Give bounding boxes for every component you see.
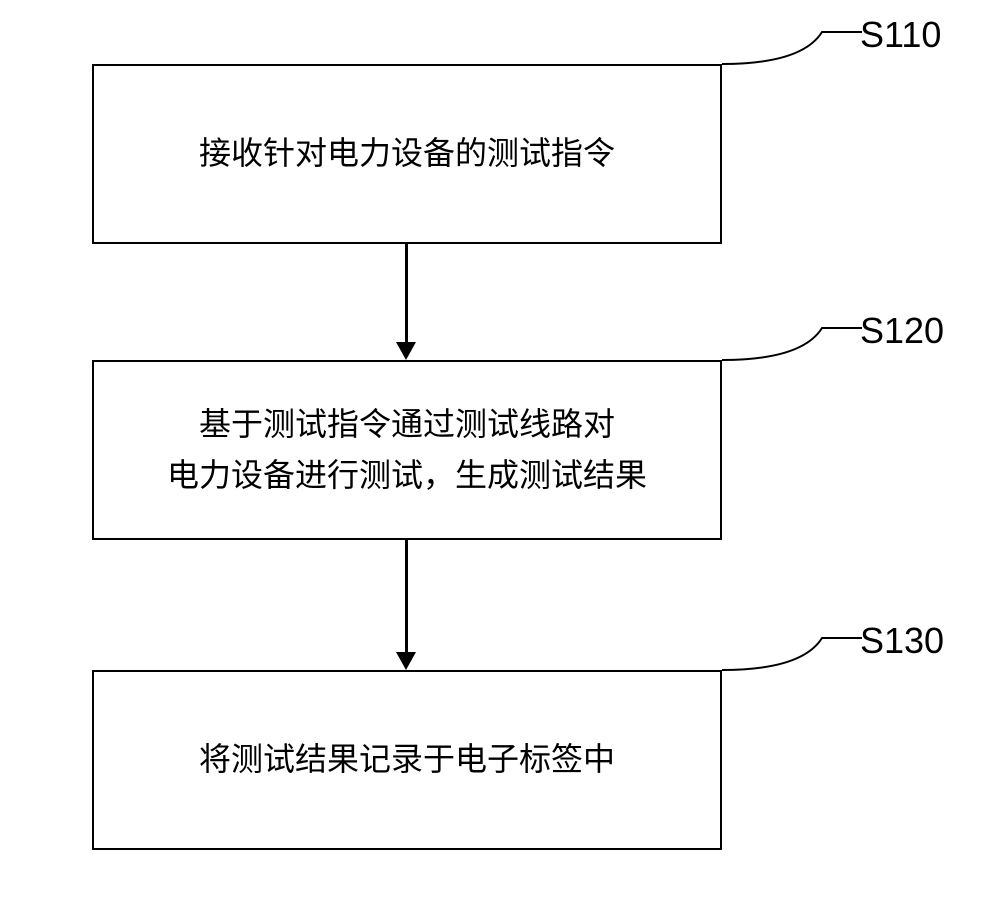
node-s130-text: 将测试结果记录于电子标签中 — [199, 734, 615, 785]
curve-s130 — [722, 636, 862, 676]
curve-s120 — [722, 326, 862, 366]
flowchart-node-s110: 接收针对电力设备的测试指令 — [92, 64, 722, 244]
label-s110: S110 — [860, 14, 941, 56]
arrow-s110-s120-line — [405, 244, 408, 344]
flowchart-node-s130: 将测试结果记录于电子标签中 — [92, 670, 722, 850]
arrow-s110-s120-head — [396, 342, 416, 360]
flowchart-node-s120: 基于测试指令通过测试线路对 电力设备进行测试，生成测试结果 — [92, 360, 722, 540]
node-s120-line2: 电力设备进行测试，生成测试结果 — [167, 457, 647, 493]
curve-s110 — [722, 30, 862, 70]
label-s120: S120 — [860, 310, 944, 352]
node-s120-text: 基于测试指令通过测试线路对 电力设备进行测试，生成测试结果 — [167, 399, 647, 501]
node-s120-line1: 基于测试指令通过测试线路对 — [199, 406, 615, 442]
label-s130: S130 — [860, 620, 944, 662]
flowchart-container: 接收针对电力设备的测试指令 S110 基于测试指令通过测试线路对 电力设备进行测… — [0, 0, 1000, 904]
node-s110-text: 接收针对电力设备的测试指令 — [199, 128, 615, 179]
arrow-s120-s130-line — [405, 540, 408, 654]
arrow-s120-s130-head — [396, 652, 416, 670]
